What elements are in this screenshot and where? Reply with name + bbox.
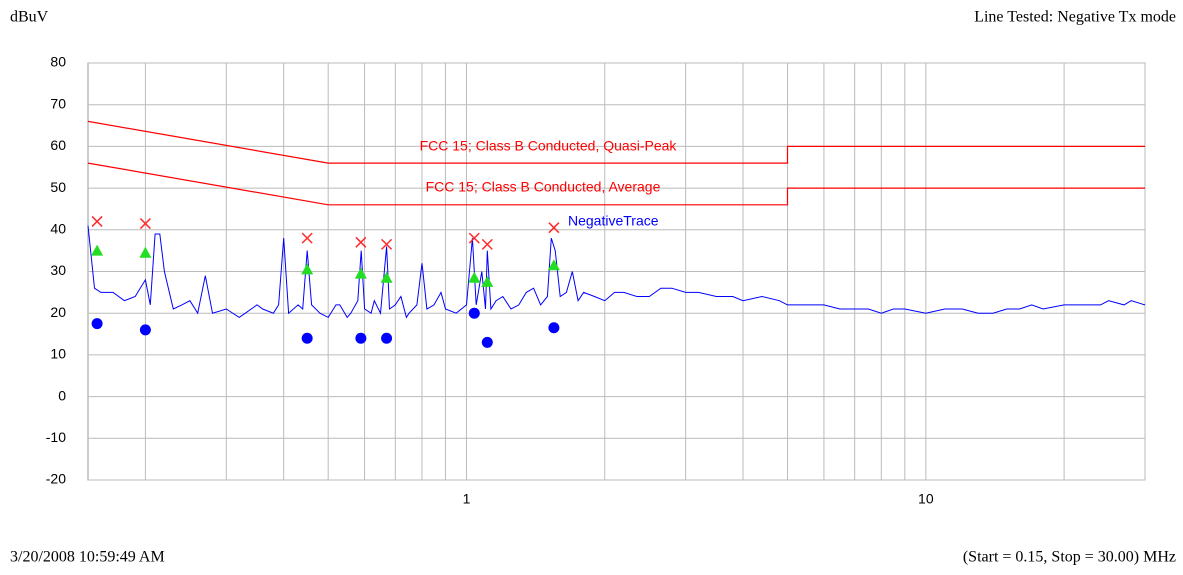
y-tick-label: 40	[50, 221, 66, 237]
measure-marker	[381, 332, 393, 344]
qp-marker	[301, 232, 313, 244]
y-tick-label: 70	[50, 95, 66, 111]
avg-marker	[481, 275, 494, 287]
avg-marker	[301, 263, 314, 275]
y-tick-label: 80	[50, 54, 66, 70]
y-tick-label: 30	[50, 262, 66, 278]
avg-marker	[380, 271, 393, 283]
y-axis-label: dBuV	[10, 9, 49, 26]
measure-marker	[91, 318, 103, 330]
series-line	[87, 162, 1145, 206]
measure-marker	[548, 322, 560, 334]
y-tick-label: 20	[50, 304, 66, 320]
avg-marker	[139, 246, 152, 258]
qp-marker	[548, 222, 560, 234]
qp-marker	[481, 238, 493, 250]
measure-marker	[139, 324, 151, 336]
qp-marker	[381, 238, 393, 250]
series-label: FCC 15; Class B Conducted, Average	[426, 179, 661, 195]
y-tick-label: 0	[58, 387, 66, 403]
measure-marker	[481, 336, 493, 348]
qp-marker	[91, 215, 103, 227]
avg-marker	[547, 259, 560, 271]
footer-range: (Start = 0.15, Stop = 30.00) MHz	[963, 549, 1176, 566]
qp-marker	[139, 218, 151, 230]
y-tick-label: -10	[46, 429, 66, 445]
qp-marker	[468, 232, 480, 244]
avg-marker	[91, 244, 104, 256]
y-tick-label: 50	[50, 179, 66, 195]
chart-title: Line Tested: Negative Tx mode	[974, 9, 1176, 26]
measure-marker	[301, 332, 313, 344]
y-tick-label: -20	[46, 471, 66, 487]
avg-marker	[468, 271, 481, 283]
y-tick-label: 10	[50, 346, 66, 362]
footer-date: 3/20/2008 10:59:49 AM	[10, 549, 165, 566]
series-line	[87, 225, 1146, 319]
y-tick-label: 60	[50, 137, 66, 153]
x-tick-label: 10	[918, 491, 934, 507]
x-tick-label: 1	[463, 491, 471, 507]
measure-marker	[468, 307, 480, 319]
measure-marker	[355, 332, 367, 344]
avg-marker	[354, 267, 367, 279]
series-label: FCC 15; Class B Conducted, Quasi-Peak	[420, 138, 678, 154]
series-line	[87, 120, 1145, 164]
qp-marker	[355, 236, 367, 248]
series-label: NegativeTrace	[568, 213, 659, 229]
